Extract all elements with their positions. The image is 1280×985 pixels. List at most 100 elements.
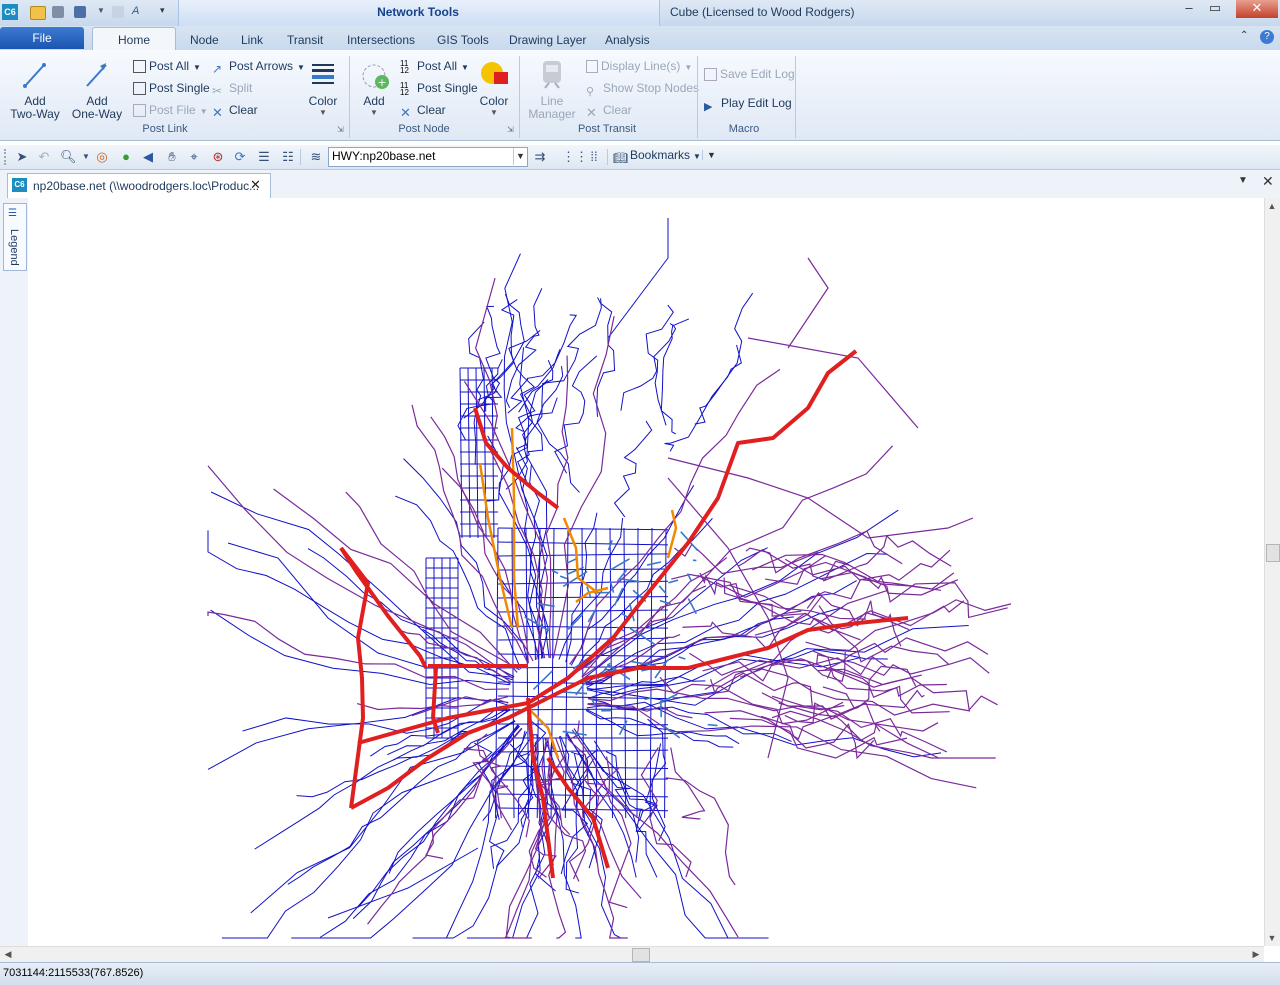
help-up-icon[interactable]: ⌃ — [1240, 30, 1248, 41]
undo-icon[interactable] — [112, 6, 124, 18]
group-separator — [349, 56, 350, 138]
customize-qat-icon[interactable]: ▾ — [160, 5, 165, 16]
minimize-button[interactable]: – — [1176, 0, 1202, 18]
layer-icon[interactable]: ≋ — [308, 149, 324, 165]
close-window-button[interactable]: ✕ — [1236, 0, 1278, 18]
tab-transit[interactable]: Transit — [287, 30, 323, 50]
arterial-links — [208, 218, 969, 938]
scroll-down-icon[interactable]: ▼ — [1264, 930, 1280, 946]
line-manager-icon — [538, 58, 566, 92]
local-link — [679, 657, 686, 659]
layer-dropdown-icon[interactable]: ▼ — [513, 148, 527, 165]
post-file-label: Post File — [149, 103, 196, 117]
add-two-way-button[interactable]: Add Two-Way — [6, 95, 64, 121]
add-node-dropdown-icon[interactable]: ▼ — [370, 108, 378, 117]
maximize-button[interactable]: ▭ — [1202, 0, 1228, 18]
close-pane-icon[interactable]: ✕ — [1262, 173, 1274, 190]
clear-transit-button[interactable]: ✕Clear — [586, 101, 632, 119]
tab-link[interactable]: Link — [241, 30, 263, 50]
post-file-button[interactable]: Post File▼ — [133, 101, 208, 119]
zoom-extent-icon[interactable]: ⌖ — [186, 149, 202, 165]
previous-view-icon[interactable]: ◀ — [140, 149, 156, 165]
network-map-canvas[interactable] — [28, 198, 1264, 946]
play-edit-log-button[interactable]: ▶Play Edit Log — [704, 94, 792, 112]
clear-transit-label: Clear — [603, 103, 632, 117]
vertical-scroll-thumb[interactable] — [1266, 544, 1280, 562]
post-arrows-button[interactable]: ↗Post Arrows▼ — [212, 57, 305, 75]
post-single-link-button[interactable]: Post Single — [133, 79, 210, 97]
document-list-dropdown-icon[interactable]: ▼ — [1238, 175, 1248, 186]
local-link — [659, 586, 666, 594]
grid-icon[interactable]: ⋮⋮ — [562, 149, 578, 165]
add-node-button[interactable]: Add — [356, 95, 392, 108]
full-extent-globe-icon[interactable]: ● — [118, 149, 134, 165]
clear-links-button[interactable]: ✕Clear — [212, 101, 258, 119]
link-color-icon — [312, 64, 334, 84]
arterial-link — [661, 319, 689, 434]
close-document-icon[interactable]: ✕ — [250, 177, 261, 193]
scroll-right-icon[interactable]: ▶ — [1248, 946, 1264, 962]
post-node-launcher-icon[interactable]: ⇲ — [507, 125, 514, 134]
post-arrows-label: Post Arrows — [229, 59, 293, 73]
legend-label: Legend — [8, 229, 20, 266]
horizontal-scroll-thumb[interactable] — [632, 948, 650, 962]
tab-file[interactable]: File — [0, 27, 84, 49]
arterial-link — [665, 345, 742, 451]
add-one-way-button[interactable]: Add One-Way — [68, 95, 126, 121]
toolbar-separator — [607, 149, 608, 165]
tab-drawing-layer[interactable]: Drawing Layer — [509, 30, 586, 50]
clear-x-icon: ✕ — [212, 104, 226, 118]
help-icon[interactable]: ? — [1260, 30, 1274, 44]
identify-icon[interactable]: ⊛ — [210, 149, 226, 165]
local-link — [560, 576, 567, 578]
tab-gis-tools[interactable]: GIS Tools — [437, 30, 489, 50]
zoom-icon[interactable]: 🔍︎ — [60, 149, 76, 165]
toolbar-overflow-icon[interactable]: ▼ — [702, 150, 716, 160]
open-folder-icon[interactable] — [30, 6, 46, 20]
select-pointer-icon[interactable]: ➤ — [14, 149, 30, 165]
layer-list-icon[interactable]: ☷ — [280, 149, 296, 165]
save-all-icon[interactable] — [74, 6, 86, 18]
display-lines-button[interactable]: Display Line(s)▼ — [586, 57, 692, 75]
arterial-link — [211, 492, 514, 677]
zoom-dropdown-icon[interactable]: ▼ — [78, 149, 94, 165]
tab-home[interactable]: Home — [92, 27, 176, 52]
link-color-button[interactable]: Color — [303, 95, 343, 108]
freeway-link — [433, 668, 438, 733]
pan-hand-icon[interactable]: ✋︎ — [164, 149, 180, 165]
tab-node[interactable]: Node — [190, 30, 219, 50]
list-icon[interactable]: ☰ — [256, 149, 272, 165]
node-color-dropdown-icon[interactable]: ▼ — [490, 108, 498, 117]
zoom-out-icon[interactable]: ◎ — [94, 149, 110, 165]
layer-control-icon[interactable]: ⇉ — [532, 149, 548, 165]
qat-dropdown-icon[interactable]: ▼ — [97, 6, 105, 15]
post-link-launcher-icon[interactable]: ⇲ — [337, 125, 344, 134]
vertical-scrollbar[interactable] — [1264, 198, 1280, 946]
save-edit-log-button[interactable]: Save Edit Log — [704, 65, 795, 83]
tab-intersections[interactable]: Intersections — [347, 30, 415, 50]
line-manager-button[interactable]: Line Manager — [526, 95, 578, 121]
refresh-icon[interactable]: ⟳ — [232, 149, 248, 165]
split-button[interactable]: ✂Split — [212, 79, 252, 97]
show-stop-nodes-button[interactable]: ⚲Show Stop Nodes — [586, 79, 699, 97]
collector-link — [772, 696, 947, 752]
legend-side-panel — [0, 198, 29, 946]
group-separator — [795, 56, 796, 138]
back-icon[interactable]: ↶ — [36, 149, 52, 165]
app-logo-icon[interactable]: C6 — [2, 4, 18, 20]
macro-group-label: Macro — [700, 123, 788, 135]
save-icon[interactable] — [52, 6, 64, 18]
post-all-links-button[interactable]: Post All▼ — [133, 57, 201, 75]
table-icon[interactable]: ⁞⁞ — [586, 149, 602, 165]
scroll-left-icon[interactable]: ◀ — [0, 946, 16, 962]
scroll-up-icon[interactable]: ▲ — [1264, 198, 1280, 214]
link-color-dropdown-icon[interactable]: ▼ — [319, 108, 327, 117]
bookmarks-button[interactable]: 📖︎Bookmarks▼ — [613, 148, 701, 165]
clear-nodes-button[interactable]: ✕Clear — [400, 101, 446, 119]
node-color-button[interactable]: Color — [474, 95, 514, 108]
font-style-icon[interactable]: A — [132, 5, 148, 19]
tab-analysis[interactable]: Analysis — [605, 30, 650, 50]
